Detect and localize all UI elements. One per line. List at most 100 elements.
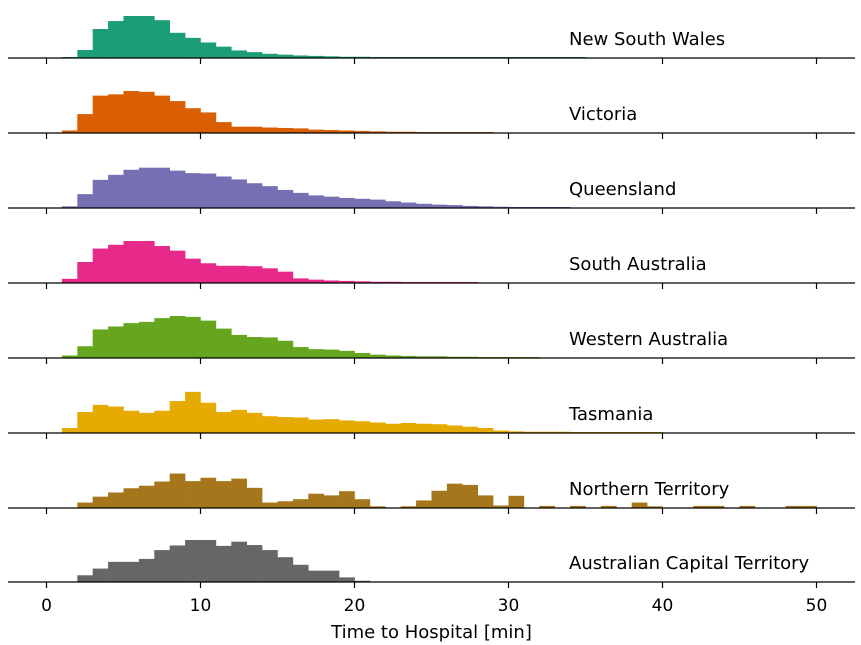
x-axis-title: Time to Hospital [min]	[330, 622, 532, 643]
histogram-bar	[200, 477, 217, 508]
histogram-bar	[231, 478, 247, 508]
histogram-bar	[385, 201, 401, 208]
histogram-bar	[446, 205, 463, 208]
series-label: Tasmania	[568, 404, 653, 425]
series-label: Western Australia	[569, 329, 728, 350]
histogram-bar	[154, 481, 170, 508]
histogram-bar	[262, 550, 278, 582]
histogram-bar	[169, 32, 186, 58]
histogram-bar	[308, 349, 324, 358]
histogram-bar	[200, 263, 217, 283]
series-label: South Australia	[569, 254, 707, 275]
histogram-bar	[292, 347, 309, 358]
histogram-bar	[462, 426, 478, 433]
histogram-bar	[693, 505, 709, 508]
histogram-bar	[369, 422, 386, 433]
series-label: Northern Territory	[569, 479, 730, 500]
histogram-bar	[339, 491, 355, 508]
histogram-bar	[339, 130, 355, 133]
histogram-bar	[739, 505, 756, 508]
histogram-bar	[123, 323, 140, 358]
x-tick-label: 40	[652, 596, 674, 616]
histogram-bar	[369, 354, 386, 358]
histogram-bar	[123, 561, 140, 582]
histogram-bar	[123, 488, 140, 508]
histogram-bar	[246, 487, 263, 508]
histogram-bar	[385, 355, 401, 358]
histogram-bar	[339, 577, 355, 582]
histogram-bar	[262, 416, 278, 433]
histogram-bar	[277, 340, 294, 358]
histogram-bar	[323, 419, 340, 433]
histogram-bar	[431, 424, 448, 433]
histogram-bar	[108, 174, 124, 208]
histogram-bar	[462, 205, 478, 208]
histogram-bar	[92, 95, 109, 133]
panel-western-australia: Western Australia	[8, 316, 855, 364]
histogram-bar	[369, 131, 386, 133]
histogram-bar	[262, 186, 278, 208]
x-tick-label: 30	[498, 596, 520, 616]
histogram-bar	[92, 496, 109, 508]
histogram-bar	[493, 505, 509, 508]
histogram-bar	[185, 316, 201, 358]
histogram-bar	[231, 334, 247, 358]
histogram-bar	[570, 505, 586, 508]
histogram-bar	[123, 410, 140, 433]
histogram-bar	[185, 540, 201, 582]
series-label: Australian Capital Territory	[569, 553, 810, 574]
histogram-bar	[185, 258, 201, 283]
histogram-bar	[308, 570, 324, 582]
histogram-bar	[292, 417, 309, 433]
histogram-bar	[477, 206, 494, 208]
histogram-bar	[308, 493, 324, 508]
histogram-bar	[123, 91, 140, 133]
histogram-bar	[154, 167, 170, 208]
histogram-bar	[539, 505, 555, 508]
histogram-bar	[647, 506, 663, 508]
histogram-bar	[108, 21, 124, 58]
histogram-bar	[400, 355, 417, 358]
histogram-bar	[169, 101, 186, 133]
histogram-bar	[231, 541, 247, 582]
panel-australian-capital-territory: Australian Capital Territory	[8, 540, 855, 588]
histogram-bar	[215, 328, 232, 358]
histogram-bar	[123, 241, 140, 283]
series-label: Queensland	[569, 179, 676, 200]
histogram-bar	[416, 356, 432, 358]
histogram-bar	[231, 265, 247, 283]
histogram-bar	[77, 262, 93, 283]
series-label: New South Wales	[569, 29, 725, 50]
histogram-bar	[369, 506, 386, 508]
histogram-bar	[277, 501, 294, 508]
histogram-bar	[339, 420, 355, 433]
histogram-bar	[61, 278, 78, 283]
histogram-bar	[369, 199, 386, 208]
histogram-bar	[400, 506, 417, 508]
histogram-bar	[185, 108, 201, 133]
histogram-bar	[292, 192, 309, 208]
histogram-bar	[215, 122, 232, 133]
histogram-bar	[246, 545, 263, 582]
histogram-bar	[308, 129, 324, 133]
histogram-bar	[154, 20, 170, 58]
histogram-bar	[323, 130, 340, 133]
histogram-bar	[292, 564, 309, 582]
histogram-bar	[92, 29, 109, 58]
histogram-bar	[354, 281, 371, 283]
histogram-bar	[262, 127, 278, 133]
histogram-bar	[200, 540, 217, 582]
histogram-bar	[123, 16, 140, 58]
histogram-bar	[323, 570, 340, 582]
histogram-bar	[801, 505, 817, 508]
histogram-bar	[354, 130, 371, 133]
histogram-bar	[785, 505, 802, 508]
histogram-bar	[185, 37, 201, 58]
histogram-bar	[108, 244, 124, 283]
histogram-bar	[61, 427, 78, 433]
histogram-bar	[339, 350, 355, 358]
histogram-bar	[508, 495, 525, 508]
histogram-bar	[308, 195, 324, 208]
histogram-bar	[354, 421, 371, 433]
histogram-bar	[138, 558, 155, 582]
